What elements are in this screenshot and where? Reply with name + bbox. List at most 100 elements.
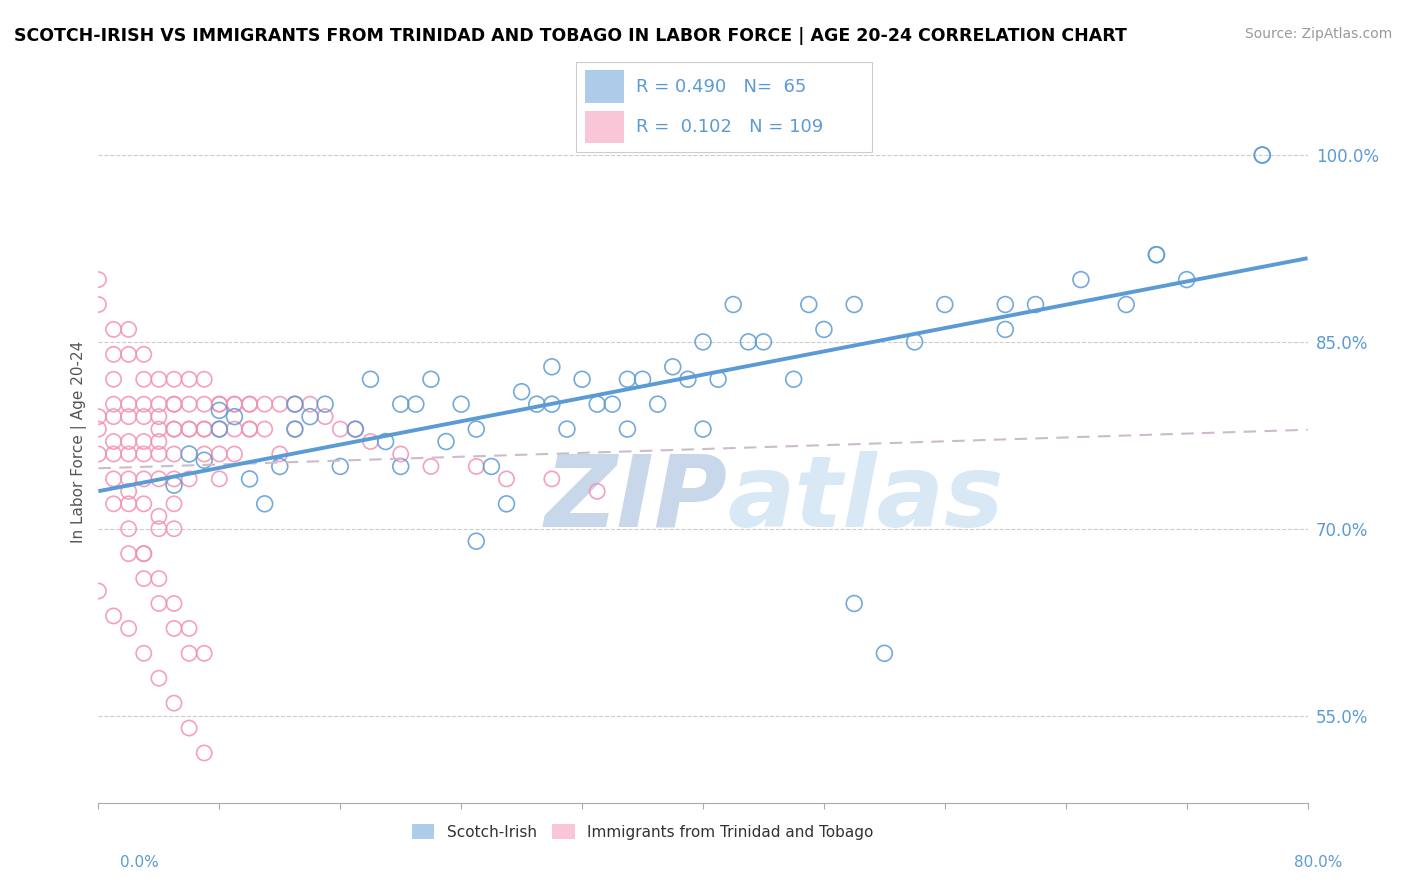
Point [344, 422, 367, 436]
Point [193, 397, 215, 411]
Point [163, 621, 186, 635]
Point [420, 372, 443, 386]
Point [103, 497, 125, 511]
Point [103, 322, 125, 336]
Point [284, 422, 307, 436]
Point [132, 372, 155, 386]
Point [148, 509, 170, 524]
Point [329, 459, 352, 474]
FancyBboxPatch shape [576, 62, 872, 152]
Point [224, 397, 246, 411]
Point [118, 547, 141, 561]
Point [193, 646, 215, 660]
Text: SCOTCH-IRISH VS IMMIGRANTS FROM TRINIDAD AND TOBAGO IN LABOR FORCE | AGE 20-24 C: SCOTCH-IRISH VS IMMIGRANTS FROM TRINIDAD… [14, 27, 1128, 45]
Point [208, 397, 231, 411]
Point [284, 397, 307, 411]
Point [1144, 248, 1167, 262]
Point [87, 272, 110, 286]
Point [163, 447, 186, 461]
Point [103, 609, 125, 624]
Point [994, 322, 1017, 336]
Point [269, 459, 291, 474]
Point [661, 359, 683, 374]
Point [723, 297, 745, 311]
Point [193, 372, 215, 386]
Point [118, 621, 141, 635]
Point [163, 472, 186, 486]
Point [555, 422, 578, 436]
Point [253, 497, 276, 511]
Point [103, 447, 125, 461]
Point [1024, 297, 1046, 311]
Point [465, 422, 488, 436]
Point [132, 547, 155, 561]
Point [132, 434, 155, 449]
Point [616, 372, 638, 386]
Point [692, 334, 714, 349]
Point [465, 534, 488, 549]
Bar [585, 70, 624, 103]
Point [389, 397, 412, 411]
Point [208, 472, 231, 486]
Point [163, 522, 186, 536]
Point [132, 547, 155, 561]
Point [586, 484, 609, 499]
Point [737, 334, 759, 349]
Point [602, 397, 624, 411]
Point [148, 409, 170, 424]
Point [132, 447, 155, 461]
Point [994, 297, 1017, 311]
Point [163, 597, 186, 611]
Point [616, 422, 638, 436]
Point [148, 671, 170, 685]
Point [224, 409, 246, 424]
Point [87, 584, 110, 599]
Point [132, 347, 155, 361]
Point [299, 397, 322, 411]
Point [813, 322, 835, 336]
Point [148, 522, 170, 536]
Point [132, 397, 155, 411]
Text: atlas: atlas [727, 450, 1004, 548]
Point [1251, 148, 1274, 162]
Point [87, 422, 110, 436]
Text: ZIP: ZIP [544, 450, 727, 548]
Point [103, 409, 125, 424]
Point [571, 372, 593, 386]
Point [208, 422, 231, 436]
Bar [585, 111, 624, 143]
Point [647, 397, 669, 411]
Point [495, 472, 517, 486]
Point [540, 397, 562, 411]
Point [132, 497, 155, 511]
Point [904, 334, 927, 349]
Point [208, 422, 231, 436]
Point [193, 422, 215, 436]
Point [1144, 248, 1167, 262]
Point [118, 447, 141, 461]
Point [148, 472, 170, 486]
Point [783, 372, 806, 386]
Point [586, 397, 609, 411]
Point [193, 453, 215, 467]
Point [179, 372, 201, 386]
Point [103, 472, 125, 486]
Text: R = 0.490   N=  65: R = 0.490 N= 65 [636, 78, 806, 95]
Point [299, 409, 322, 424]
Point [148, 422, 170, 436]
Point [284, 397, 307, 411]
Point [118, 434, 141, 449]
Point [118, 409, 141, 424]
Point [132, 409, 155, 424]
Point [148, 597, 170, 611]
Point [434, 434, 457, 449]
Point [420, 459, 443, 474]
Point [179, 646, 201, 660]
Point [179, 447, 201, 461]
Point [118, 322, 141, 336]
Point [163, 478, 186, 492]
Point [269, 447, 291, 461]
Point [118, 472, 141, 486]
Point [405, 397, 427, 411]
Point [329, 422, 352, 436]
